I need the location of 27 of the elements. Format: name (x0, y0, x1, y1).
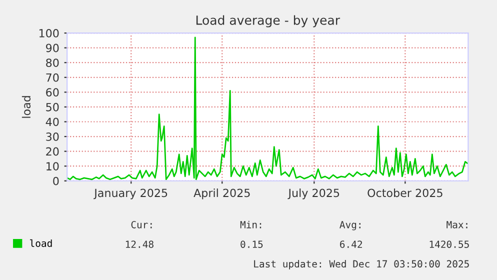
y-tick-label: 100 (39, 29, 59, 38)
y-tick-label: 10 (46, 162, 59, 170)
y-tick-label: 30 (46, 132, 59, 141)
text: 6.42 (340, 240, 362, 248)
text: Max: (446, 221, 468, 228)
y-tick-label: 80 (46, 58, 59, 67)
y-tick-label: 90 (46, 44, 59, 52)
y-tick-label: 40 (46, 118, 59, 126)
x-tick-label: July 2025 (288, 188, 340, 200)
y-tick-label: 70 (46, 73, 59, 82)
y-tick-label: 0 (53, 176, 59, 186)
x-tick-label: April 2025 (194, 188, 250, 200)
text: 1420.55 (430, 240, 469, 248)
y-tick-label: 50 (46, 102, 59, 112)
y-axis-title: load (22, 96, 31, 118)
text: 0.15 (240, 240, 263, 248)
x-tick-label: January 2025 (94, 188, 168, 200)
y-tick-label: 60 (46, 88, 59, 97)
text: Avg: (340, 221, 360, 230)
legend-label: load (30, 239, 52, 247)
text: Cur: (131, 220, 152, 228)
y-tick-label: 20 (46, 147, 59, 156)
text: Last update: Wed Dec 17 03:50:00 2025 (254, 260, 469, 270)
x-tick-label: October 2025 (368, 188, 442, 198)
text: 12.48 (126, 240, 154, 248)
text: Min: (240, 220, 262, 228)
chart-title: Load average - by year (196, 15, 340, 28)
